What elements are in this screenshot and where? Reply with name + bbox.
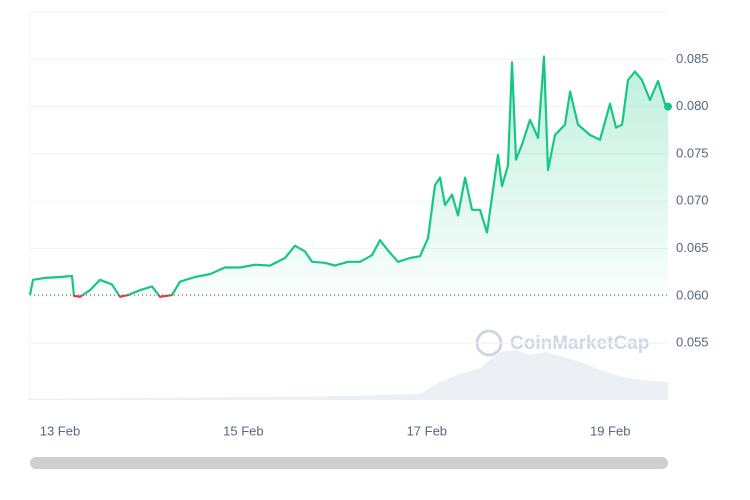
last-point xyxy=(664,102,672,111)
x-tick-label: 17 Feb xyxy=(407,423,447,438)
y-tick-label: 0.080 xyxy=(676,98,709,113)
y-tick-label: 0.055 xyxy=(676,335,709,350)
y-tick-label: 0.060 xyxy=(676,287,709,302)
x-tick-label: 19 Feb xyxy=(590,423,630,438)
area-fill xyxy=(30,56,668,297)
y-tick-label: 0.065 xyxy=(676,240,709,255)
x-tick-label: 15 Feb xyxy=(223,423,263,438)
x-tick-label: 13 Feb xyxy=(40,423,80,438)
y-tick-label: 0.075 xyxy=(676,145,709,160)
price-line xyxy=(28,55,669,298)
volume-area xyxy=(30,350,668,400)
y-tick-label: 0.085 xyxy=(676,51,709,66)
scrollbar[interactable] xyxy=(30,457,668,469)
y-tick-label: 0.070 xyxy=(676,193,709,208)
